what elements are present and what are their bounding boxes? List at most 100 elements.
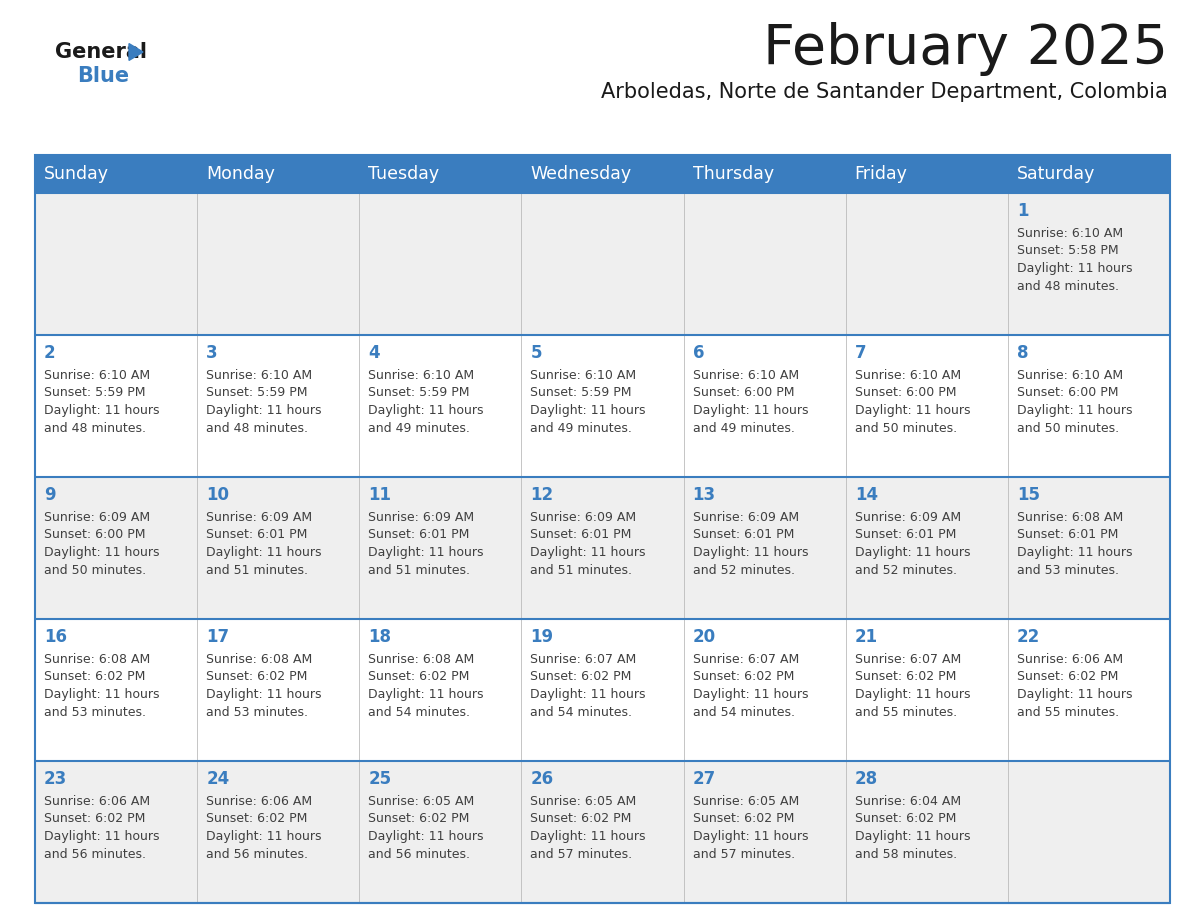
Text: Sunset: 6:02 PM: Sunset: 6:02 PM — [207, 670, 308, 684]
Text: Daylight: 11 hours: Daylight: 11 hours — [1017, 404, 1132, 417]
Text: and 54 minutes.: and 54 minutes. — [530, 706, 632, 719]
Text: and 49 minutes.: and 49 minutes. — [693, 421, 795, 434]
Text: 12: 12 — [530, 486, 554, 504]
Text: 13: 13 — [693, 486, 715, 504]
Polygon shape — [129, 43, 143, 61]
Text: Sunrise: 6:09 AM: Sunrise: 6:09 AM — [44, 511, 150, 524]
Bar — [683, 155, 846, 193]
Text: Sunset: 5:59 PM: Sunset: 5:59 PM — [207, 386, 308, 399]
Text: Sunset: 6:00 PM: Sunset: 6:00 PM — [854, 386, 956, 399]
Text: 21: 21 — [854, 628, 878, 646]
Bar — [522, 193, 683, 335]
Text: Daylight: 11 hours: Daylight: 11 hours — [693, 830, 808, 843]
Bar — [1007, 619, 1170, 761]
Text: 11: 11 — [368, 486, 391, 504]
Text: and 49 minutes.: and 49 minutes. — [530, 421, 632, 434]
Text: Sunrise: 6:08 AM: Sunrise: 6:08 AM — [368, 653, 474, 666]
Text: Sunrise: 6:10 AM: Sunrise: 6:10 AM — [1017, 227, 1123, 240]
Text: Sunrise: 6:10 AM: Sunrise: 6:10 AM — [1017, 369, 1123, 382]
Text: 1: 1 — [1017, 202, 1029, 220]
Bar — [359, 335, 522, 477]
Text: Sunday: Sunday — [44, 165, 109, 183]
Bar — [846, 193, 1007, 335]
Text: and 48 minutes.: and 48 minutes. — [44, 421, 146, 434]
Text: 22: 22 — [1017, 628, 1041, 646]
Text: Sunrise: 6:10 AM: Sunrise: 6:10 AM — [530, 369, 637, 382]
Text: Daylight: 11 hours: Daylight: 11 hours — [44, 830, 159, 843]
Text: Sunrise: 6:10 AM: Sunrise: 6:10 AM — [854, 369, 961, 382]
Text: Daylight: 11 hours: Daylight: 11 hours — [693, 404, 808, 417]
Bar — [1007, 477, 1170, 619]
Text: 18: 18 — [368, 628, 391, 646]
Text: Wednesday: Wednesday — [530, 165, 632, 183]
Text: Sunrise: 6:09 AM: Sunrise: 6:09 AM — [693, 511, 798, 524]
Text: and 54 minutes.: and 54 minutes. — [368, 706, 470, 719]
Text: and 55 minutes.: and 55 minutes. — [854, 706, 956, 719]
Text: Sunset: 6:02 PM: Sunset: 6:02 PM — [530, 812, 632, 825]
Bar — [522, 155, 683, 193]
Text: Sunrise: 6:06 AM: Sunrise: 6:06 AM — [207, 795, 312, 808]
Text: 24: 24 — [207, 770, 229, 788]
Text: Sunrise: 6:06 AM: Sunrise: 6:06 AM — [1017, 653, 1123, 666]
Text: Daylight: 11 hours: Daylight: 11 hours — [368, 830, 484, 843]
Bar — [1007, 761, 1170, 903]
Text: Arboledas, Norte de Santander Department, Colombia: Arboledas, Norte de Santander Department… — [601, 82, 1168, 102]
Text: 16: 16 — [44, 628, 67, 646]
Text: Daylight: 11 hours: Daylight: 11 hours — [368, 546, 484, 559]
Text: and 57 minutes.: and 57 minutes. — [530, 847, 632, 860]
Text: General: General — [55, 42, 147, 62]
Text: Daylight: 11 hours: Daylight: 11 hours — [207, 404, 322, 417]
Text: Sunset: 5:58 PM: Sunset: 5:58 PM — [1017, 244, 1118, 258]
Text: 19: 19 — [530, 628, 554, 646]
Bar — [197, 335, 359, 477]
Bar — [683, 335, 846, 477]
Text: Sunset: 6:02 PM: Sunset: 6:02 PM — [368, 812, 469, 825]
Text: Daylight: 11 hours: Daylight: 11 hours — [854, 688, 971, 701]
Text: and 50 minutes.: and 50 minutes. — [1017, 421, 1119, 434]
Text: 10: 10 — [207, 486, 229, 504]
Text: Daylight: 11 hours: Daylight: 11 hours — [1017, 262, 1132, 275]
Text: Sunrise: 6:08 AM: Sunrise: 6:08 AM — [207, 653, 312, 666]
Bar — [359, 193, 522, 335]
Text: and 56 minutes.: and 56 minutes. — [207, 847, 308, 860]
Text: Sunrise: 6:10 AM: Sunrise: 6:10 AM — [44, 369, 150, 382]
Bar — [34, 193, 197, 335]
Text: Sunrise: 6:09 AM: Sunrise: 6:09 AM — [368, 511, 474, 524]
Text: Sunrise: 6:09 AM: Sunrise: 6:09 AM — [854, 511, 961, 524]
Text: Monday: Monday — [207, 165, 274, 183]
Text: Sunrise: 6:05 AM: Sunrise: 6:05 AM — [693, 795, 798, 808]
Text: and 52 minutes.: and 52 minutes. — [693, 564, 795, 577]
Text: Daylight: 11 hours: Daylight: 11 hours — [368, 404, 484, 417]
Bar — [34, 155, 197, 193]
Text: Sunset: 6:01 PM: Sunset: 6:01 PM — [1017, 529, 1118, 542]
Bar — [683, 477, 846, 619]
Bar — [197, 155, 359, 193]
Bar — [683, 619, 846, 761]
Text: 14: 14 — [854, 486, 878, 504]
Bar — [846, 619, 1007, 761]
Text: 3: 3 — [207, 344, 217, 362]
Text: Sunrise: 6:09 AM: Sunrise: 6:09 AM — [207, 511, 312, 524]
Text: Sunset: 6:02 PM: Sunset: 6:02 PM — [530, 670, 632, 684]
Bar — [1007, 155, 1170, 193]
Text: Sunset: 6:02 PM: Sunset: 6:02 PM — [368, 670, 469, 684]
Bar — [1007, 335, 1170, 477]
Text: Sunrise: 6:04 AM: Sunrise: 6:04 AM — [854, 795, 961, 808]
Text: Daylight: 11 hours: Daylight: 11 hours — [854, 830, 971, 843]
Text: Sunrise: 6:05 AM: Sunrise: 6:05 AM — [368, 795, 474, 808]
Text: Sunrise: 6:07 AM: Sunrise: 6:07 AM — [693, 653, 798, 666]
Text: Daylight: 11 hours: Daylight: 11 hours — [854, 546, 971, 559]
Text: Sunrise: 6:05 AM: Sunrise: 6:05 AM — [530, 795, 637, 808]
Text: and 55 minutes.: and 55 minutes. — [1017, 706, 1119, 719]
Bar — [197, 761, 359, 903]
Text: 25: 25 — [368, 770, 391, 788]
Text: Daylight: 11 hours: Daylight: 11 hours — [44, 404, 159, 417]
Bar — [522, 477, 683, 619]
Bar — [34, 155, 1170, 903]
Text: and 53 minutes.: and 53 minutes. — [1017, 564, 1119, 577]
Text: 23: 23 — [44, 770, 68, 788]
Text: Sunrise: 6:07 AM: Sunrise: 6:07 AM — [530, 653, 637, 666]
Text: Daylight: 11 hours: Daylight: 11 hours — [530, 404, 646, 417]
Text: Thursday: Thursday — [693, 165, 773, 183]
Text: Sunset: 5:59 PM: Sunset: 5:59 PM — [44, 386, 145, 399]
